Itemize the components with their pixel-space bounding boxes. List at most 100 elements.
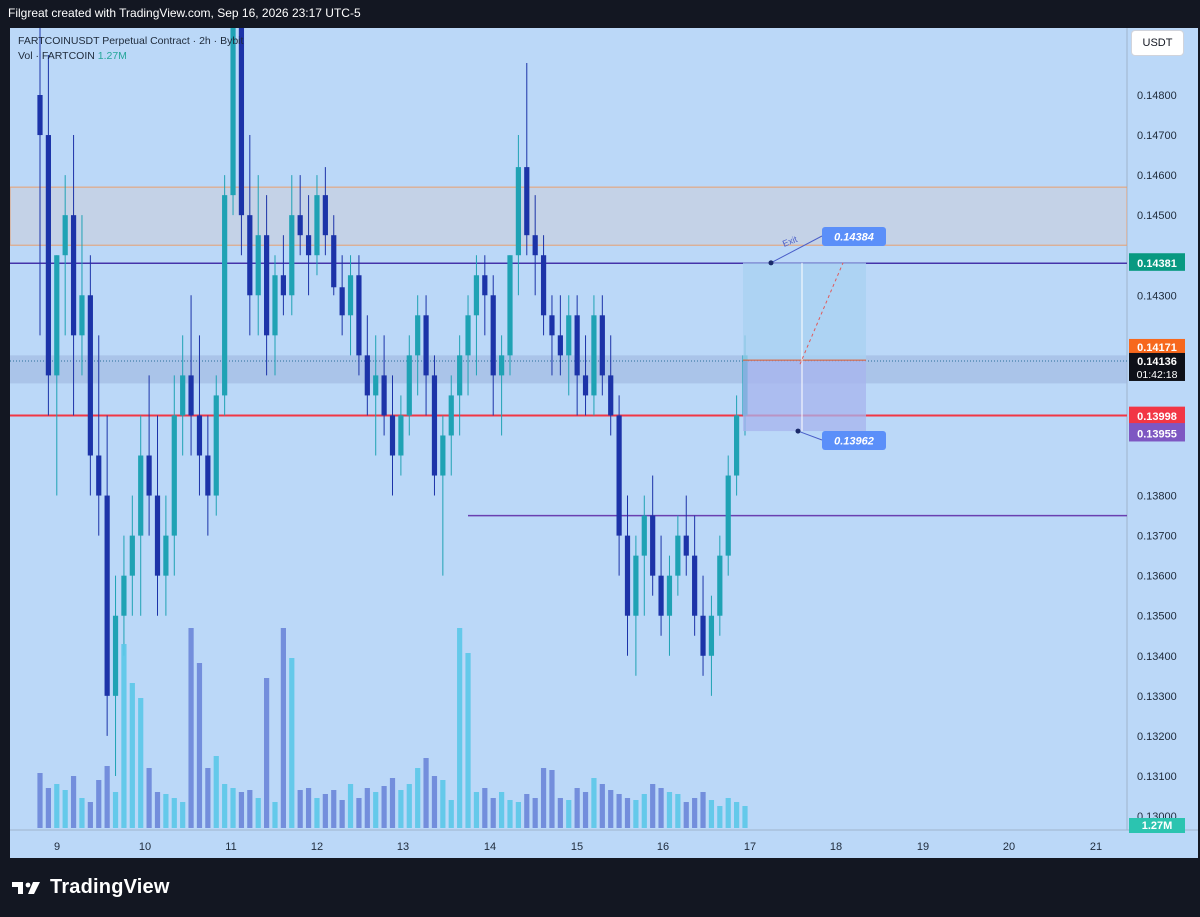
candle [213,375,219,516]
volume-bar [431,776,438,828]
symbol-title[interactable]: FARTCOINUSDT Perpetual Contract · 2h · B… [18,35,244,47]
volume-bar [171,798,177,828]
candle [608,335,614,436]
candle-body [658,575,664,616]
candle [171,375,177,576]
volume-bar [129,683,135,828]
volume-bar [717,806,723,828]
target-label-bg [822,227,886,246]
candle-body [146,455,152,496]
candle-body [45,135,51,376]
long-position-target-box [743,262,866,361]
candle-body [557,335,563,356]
candle-body [700,615,706,656]
volume-bar [37,773,43,828]
candle-body [457,355,463,396]
candle [180,335,186,456]
candle-body [499,355,505,376]
candle [490,275,496,416]
stop-anchor [795,428,801,434]
candle [423,295,429,416]
candle [129,495,135,616]
long-position-stop-box [743,360,866,432]
volume-bar [255,798,261,828]
volume-bar [87,802,93,828]
candles-group [37,28,748,776]
volume-bar [633,800,639,828]
volume-bar [322,794,328,828]
candle-body [62,215,68,256]
tradingview-logo[interactable]: TradingView [12,876,170,899]
price-tick-label: 0.13400 [1137,651,1177,663]
volume-bar [230,788,236,828]
volume-bar [222,784,228,828]
time-axis-background [10,830,1198,858]
time-tick-label: 10 [139,841,151,853]
volume-bar [280,628,286,828]
candle-body [482,275,488,296]
volume-bar [138,698,144,828]
currency-button[interactable]: USDT [1131,30,1184,56]
candle-body [247,215,253,296]
price-tick-label: 0.13100 [1137,771,1177,783]
footer-bar: TradingView [0,858,1200,917]
attribution-header: Filgreat created with TradingView.com, S… [0,0,1200,26]
price-label-bg [1129,425,1185,442]
volume-bar [708,800,715,828]
volume-bar [154,792,161,828]
candle [507,255,513,376]
candle-body [331,235,337,288]
candle-body [238,28,245,216]
candle [540,235,547,336]
candle-body [129,535,135,576]
target-anchor [768,260,774,266]
candle-body [465,315,471,356]
candle [297,175,303,256]
candle [62,175,68,336]
volume-bar [364,788,370,828]
price-tick-label: 0.14300 [1137,290,1177,302]
candle [624,495,631,656]
volume-bar [331,790,337,828]
price-tick-label: 0.14600 [1137,170,1177,182]
candle [473,255,480,376]
volume-bar [213,756,219,828]
candle-body [305,235,312,256]
candle-body [540,255,547,316]
volume-bar [70,776,77,828]
stop-connector [797,430,823,441]
price-label-text: 0.14171 [1137,342,1177,354]
candle [230,28,236,216]
time-tick-label: 15 [571,841,583,853]
candle [255,175,261,336]
time-tick-label: 21 [1090,841,1102,853]
candle [591,295,597,416]
candle [196,335,203,496]
candle [138,415,144,616]
candle-body [171,415,177,536]
candle [280,235,286,316]
price-tick-label: 0.13300 [1137,691,1177,703]
price-tick-label: 0.14500 [1137,210,1177,222]
volume-bar [180,802,186,828]
candle [515,135,521,296]
candle-body [666,575,673,616]
price-tick-label: 0.13200 [1137,731,1177,743]
price-tick-label: 0.14700 [1137,130,1177,142]
candle [448,375,454,476]
candle-body [322,195,328,236]
volume-bar [398,790,404,828]
candle-body [515,167,521,256]
candle-body [54,255,60,376]
volume-bar [490,798,496,828]
candle-body [423,315,429,376]
candle [406,335,412,436]
volume-bar [734,802,740,828]
volume-bar [507,800,513,828]
candle [633,535,639,676]
time-tick-label: 16 [657,841,669,853]
candle-body [121,575,127,616]
candle [373,335,379,456]
